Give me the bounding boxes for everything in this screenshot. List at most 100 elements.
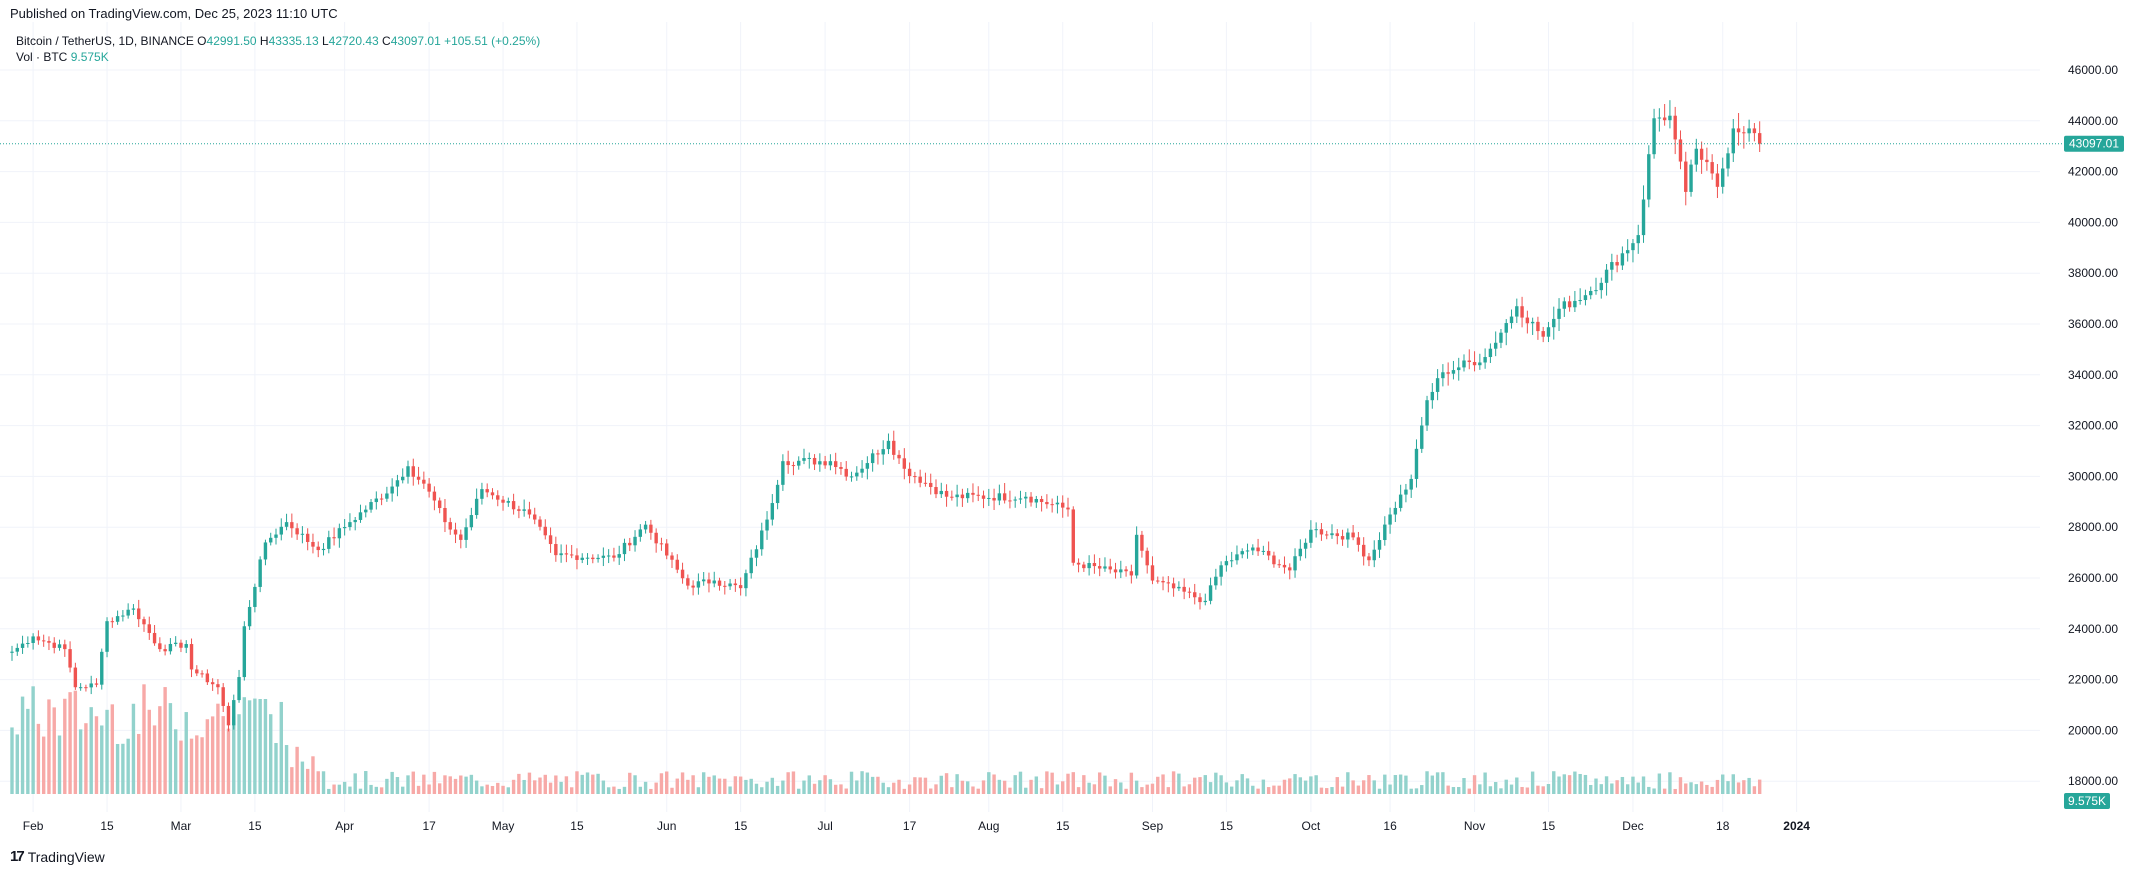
volume-bar [496,782,500,794]
volume-bar [765,781,769,794]
volume-bar [263,699,268,794]
candle-body [242,626,247,678]
candle-body [1187,591,1192,593]
candle-body [110,621,115,623]
candle-body [1145,550,1149,566]
volume-bar [786,772,790,794]
volume-bar [1530,771,1535,794]
candle-body [1039,499,1044,503]
candle-body [385,493,389,499]
volume-bar [606,787,611,794]
y-tick-label: 44000.00 [2068,114,2118,128]
volume-bar [876,776,880,794]
candle-body [1293,556,1297,571]
candle-body [63,644,67,650]
volume-bar [332,784,336,794]
volume-bar [1636,782,1640,794]
candle-body [1288,567,1292,571]
volume-bar [997,779,1002,794]
volume-bar [802,780,806,794]
volume-bar [1330,787,1334,794]
candle-body [358,512,363,520]
volume-bar [1177,773,1181,794]
volume-bar [612,786,616,794]
volume-bar [237,714,241,794]
volume-bar [1203,775,1207,794]
volume-bar [575,771,579,794]
candle-body [1726,153,1730,169]
volume-bar [1145,784,1149,794]
candle-body [1689,164,1693,192]
volume-bar [839,784,843,794]
volume-bar [41,736,46,794]
volume-bar [290,767,294,794]
candle-body [416,476,421,480]
volume-bar [1515,777,1519,794]
candle-body [643,524,648,530]
candle-body [1457,367,1461,371]
volume-bar [1261,779,1266,794]
candle-body [216,684,220,688]
volume-bar [654,782,658,794]
candle-body [1061,502,1065,508]
candle-body [1573,300,1577,308]
candle-body [78,687,83,689]
price-chart[interactable]: 46000.00 44000.00 42000.00 40000.00 38000.00… [0,22,2137,842]
candle-body [1699,148,1704,160]
candle-body [41,640,46,642]
volume-bar [1546,783,1551,794]
candle-body [395,480,400,487]
candle-body [1409,478,1413,490]
volume-bar [1493,782,1498,794]
volume-bar [1055,784,1060,794]
volume-bar [1103,775,1107,794]
candle-body [115,616,120,622]
candle-body [1398,494,1403,508]
candle-body [680,569,685,579]
volume-bar [955,774,959,794]
x-tick-label: Sep [1142,819,1164,833]
volume-bar [1573,771,1577,794]
volume-bar [712,775,716,794]
volume-bar [1156,776,1160,794]
candle-body [68,649,72,668]
candle-body [1530,321,1535,324]
volume-bar [733,776,738,794]
volume-bar [184,712,188,794]
candle-body [934,487,938,495]
volume-bar [142,684,146,794]
volume-bar [1567,775,1572,794]
volume-bar [511,779,516,794]
volume-bar [73,690,78,794]
candle-body [1509,316,1514,324]
candle-body [548,535,553,545]
volume-bar [1404,775,1408,794]
candle-body [1071,509,1075,563]
candle-body [327,537,331,549]
volume-bar [358,788,363,794]
volume-bar [1087,782,1091,794]
candle-body [707,579,711,584]
candle-body [1256,547,1260,552]
candle-body [142,619,146,625]
volume-bar [738,776,743,794]
volume-bar [1266,787,1271,794]
volume-bar [416,785,421,794]
candle-body [1647,154,1651,200]
volume-bar [305,768,310,794]
volume-bar [1039,788,1044,794]
y-tick-label: 38000.00 [2068,266,2118,280]
candle-body [1594,290,1598,292]
volume-bar [944,773,949,794]
volume-badge: 9.575K [2064,793,2110,809]
volume-bar [1076,787,1081,794]
volume-bar [1124,788,1128,794]
candle-body [189,644,194,670]
volume-bar [728,786,732,794]
candle-body [411,466,415,477]
volume-bar [591,774,595,794]
volume-bar [1673,788,1677,794]
volume-bar [401,786,405,794]
volume-bar [1388,784,1392,794]
tradingview-logo[interactable]: 17 TradingView [10,848,105,865]
